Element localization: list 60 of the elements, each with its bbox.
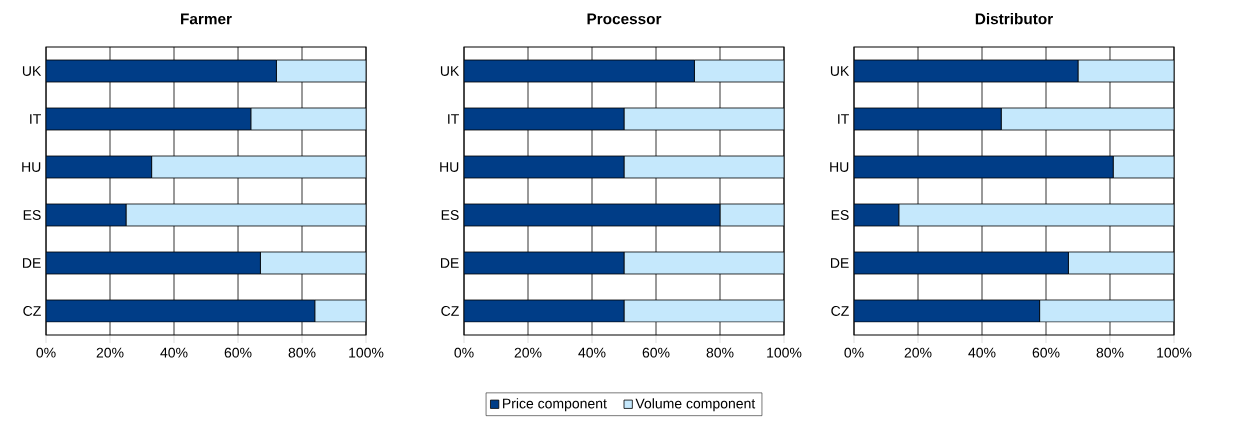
x-tick-label: 40%	[968, 347, 996, 358]
x-tick-label: 60%	[1032, 347, 1060, 358]
y-tick-label: IT	[448, 114, 459, 124]
x-tick-label: 80%	[288, 347, 316, 358]
y-tick-label: UK	[830, 66, 850, 76]
x-tick-label: 40%	[160, 347, 188, 358]
bar	[464, 59, 695, 83]
bar	[151, 155, 367, 179]
bar	[464, 107, 625, 131]
y-tick-label: HU	[440, 162, 459, 172]
x-tick-label: 20%	[514, 347, 542, 358]
y-tick-label: IT	[838, 114, 849, 124]
y-tick-label: ES	[831, 210, 849, 220]
y-tick-label: UK	[22, 66, 42, 76]
y-tick-label: IT	[30, 114, 41, 124]
chart-title: Processor	[587, 13, 662, 25]
bar	[854, 299, 1040, 323]
bar	[260, 251, 367, 275]
x-tick-label: 20%	[904, 347, 932, 358]
y-tick-label: DE	[23, 258, 41, 268]
y-tick-label: ES	[441, 210, 459, 220]
bar	[854, 59, 1079, 83]
bar	[464, 155, 625, 179]
bar	[250, 107, 367, 131]
y-tick-label: CZ	[441, 306, 459, 316]
x-tick-label: 100%	[349, 347, 384, 358]
x-tick-label: 100%	[1157, 347, 1192, 358]
bar	[623, 107, 784, 131]
bar	[623, 251, 784, 275]
bar	[464, 251, 625, 275]
chart-title: Distributor	[975, 13, 1053, 25]
x-tick-label: 0%	[36, 347, 56, 358]
y-tick-label: CZ	[23, 306, 41, 316]
bar	[125, 203, 367, 227]
x-tick-label: 0%	[454, 347, 474, 358]
x-tick-label: 100%	[767, 347, 802, 358]
y-tick-label: HU	[830, 162, 849, 172]
x-tick-label: 60%	[642, 347, 670, 358]
bar	[854, 107, 1002, 131]
y-tick-label: DE	[441, 258, 459, 268]
bar	[854, 155, 1114, 179]
x-tick-label: 0%	[844, 347, 864, 358]
bar	[623, 155, 784, 179]
y-tick-label: ES	[23, 210, 41, 220]
y-tick-label: UK	[440, 66, 460, 76]
x-tick-label: 80%	[706, 347, 734, 358]
y-tick-label: HU	[22, 162, 41, 172]
legend-label: Volume component	[635, 398, 756, 412]
bar	[854, 251, 1069, 275]
bar	[623, 299, 784, 323]
bar	[464, 299, 625, 323]
bar	[464, 203, 721, 227]
legend-label: Price component	[503, 398, 607, 412]
y-tick-label: CZ	[831, 306, 849, 316]
chart-title: Farmer	[181, 13, 232, 25]
x-tick-label: 60%	[224, 347, 252, 358]
x-tick-label: 20%	[96, 347, 124, 358]
x-tick-label: 80%	[1096, 347, 1124, 358]
y-tick-label: DE	[831, 258, 849, 268]
x-tick-label: 40%	[578, 347, 606, 358]
